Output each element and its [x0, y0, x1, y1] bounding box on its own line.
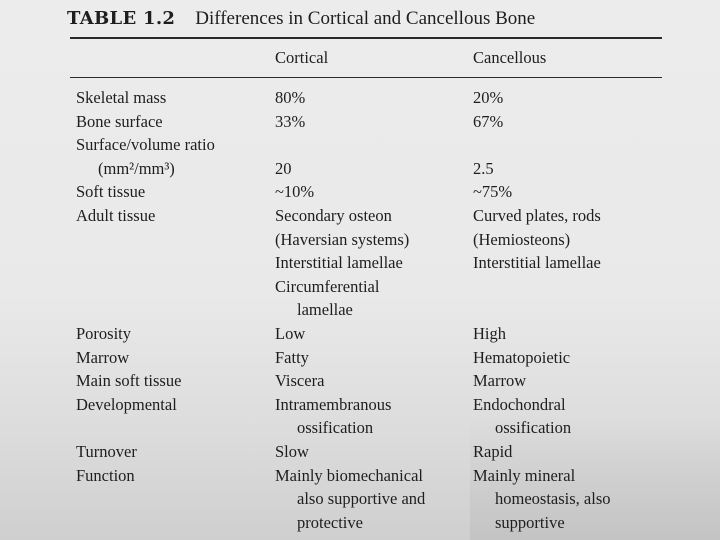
cortical-value: Slow — [275, 442, 309, 461]
cortical-value: Intramembranous — [275, 394, 392, 414]
row-label: (mm²/mm³) — [98, 158, 175, 178]
cancellous-value: 67% — [473, 111, 504, 131]
cancellous-value: ~75% — [473, 182, 513, 202]
cancellous-value: Marrow — [473, 371, 527, 391]
cancellous-value: Mainly mineral — [473, 465, 576, 485]
cancellous-value: 2.5 — [473, 158, 494, 178]
row-label: Turnover — [76, 442, 137, 461]
cancellous-value: Curved plates, rods — [473, 206, 601, 225]
cancellous-value: Endochondral — [473, 394, 566, 414]
row-label: Bone surface — [76, 111, 163, 131]
cortical-value: Low — [275, 324, 306, 343]
cortical-value: 20 — [275, 158, 292, 178]
row-label: Marrow — [76, 347, 130, 367]
cortical-value: protective — [297, 512, 363, 532]
cancellous-value: 20% — [473, 88, 504, 107]
row-label: Main soft tissue — [76, 371, 182, 391]
cancellous-value: High — [473, 324, 506, 343]
table-caption: Differences in Cortical and Cancellous B… — [195, 8, 536, 29]
cortical-value: also supportive and — [297, 489, 426, 509]
cortical-value: lamellae — [297, 300, 353, 320]
cortical-value: Viscera — [275, 371, 325, 391]
cortical-value: Circumferential — [275, 276, 380, 296]
cancellous-value: ossification — [495, 418, 572, 438]
cancellous-value: Interstitial lamellae — [473, 253, 601, 273]
cancellous-value: Rapid — [473, 442, 513, 461]
table-number: TABLE 1.2 — [67, 8, 176, 29]
cortical-value: 33% — [275, 111, 306, 131]
row-label: Soft tissue — [76, 182, 146, 202]
column-header-cancellous: Cancellous — [473, 48, 547, 67]
row-label: Developmental — [76, 394, 177, 414]
cortical-value: 80% — [275, 88, 306, 107]
cortical-value: ~10% — [275, 182, 315, 202]
cortical-value: Mainly biomechanical — [275, 465, 423, 485]
column-header-cortical: Cortical — [275, 48, 329, 67]
table-title: TABLE 1.2 Differences in Cortical and Can… — [67, 8, 535, 30]
cortical-value: Secondary osteon — [275, 206, 392, 225]
cancellous-value: supportive — [495, 512, 565, 532]
cancellous-value: (Hemiosteons) — [473, 229, 571, 249]
cortical-value: Interstitial lamellae — [275, 253, 403, 273]
row-label: Function — [76, 465, 135, 485]
cancellous-value: Hematopoietic — [473, 347, 571, 367]
cortical-value: ossification — [297, 418, 374, 438]
cancellous-value: homeostasis, also — [495, 489, 611, 509]
row-label: Porosity — [76, 324, 132, 343]
row-label: Surface/volume ratio — [76, 135, 215, 155]
cortical-value: Fatty — [275, 347, 309, 367]
top-rule — [70, 37, 662, 39]
row-label: Skeletal mass — [76, 88, 167, 107]
header-rule — [70, 77, 662, 78]
cortical-value: (Haversian systems) — [275, 229, 410, 249]
bleed-through-shadow — [470, 415, 720, 540]
row-label: Adult tissue — [76, 206, 156, 225]
